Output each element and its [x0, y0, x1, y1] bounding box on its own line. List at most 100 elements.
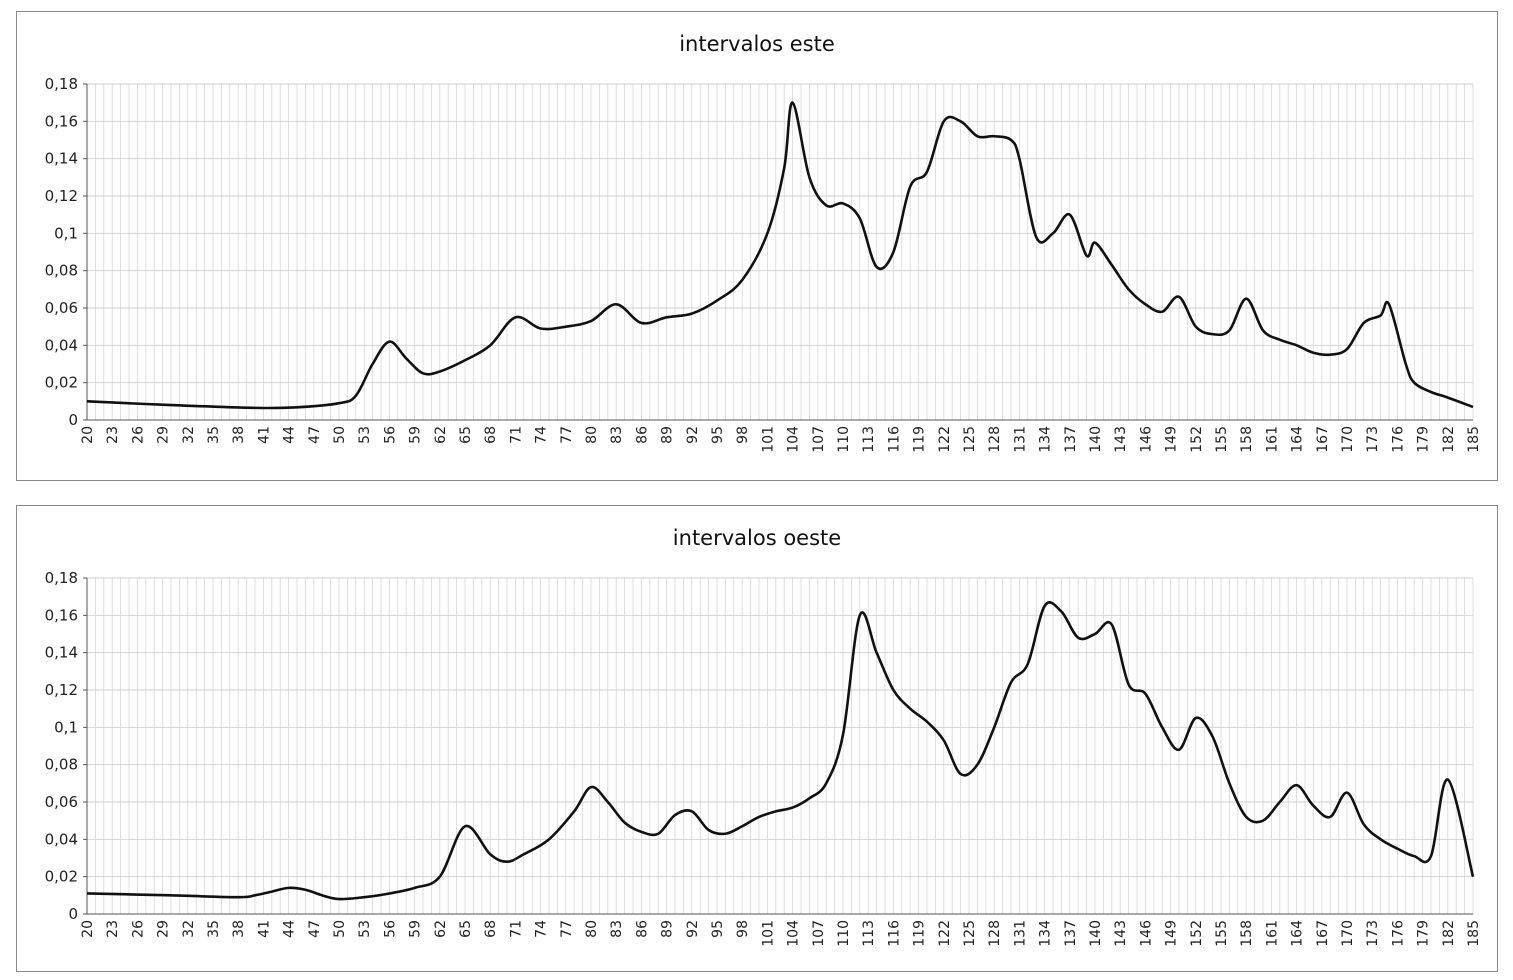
x-tick-label: 104 — [786, 426, 802, 453]
y-tick-labels: 0 0,02 0,04 0,06 0,08 0,1 0,12 0,14 0,16 0,18 — [45, 569, 87, 923]
x-tick-label: 98 — [735, 426, 751, 444]
x-tick-label: 146 — [1138, 426, 1154, 453]
x-tick-label: 128 — [987, 920, 1003, 947]
x-tick-label: 173 — [1365, 920, 1381, 947]
y-tick-label: 0,04 — [45, 830, 78, 848]
x-tick-label: 176 — [1390, 426, 1406, 453]
x-tick-label: 167 — [1315, 920, 1331, 947]
x-tick-label: 29 — [156, 426, 172, 444]
x-tick-label: 119 — [912, 426, 928, 453]
line-chart-este: 0 0,02 0,04 0,06 0,08 0,1 0,12 0,14 0,16 0,18 20 23… — [45, 75, 1482, 453]
x-tick-label: 38 — [231, 920, 247, 938]
series-line — [86, 601, 1475, 901]
x-tick-label: 68 — [483, 426, 499, 444]
x-tick-label: 77 — [559, 426, 575, 444]
x-tick-label: 65 — [458, 920, 474, 938]
x-tick-label: 152 — [1189, 426, 1205, 453]
x-tick-label: 62 — [433, 920, 449, 938]
x-tick-label: 77 — [559, 920, 575, 938]
x-tick-label: 56 — [382, 426, 398, 444]
chart-title: intervalos oeste — [672, 526, 842, 550]
x-tick-label: 149 — [1164, 426, 1180, 453]
x-tick-label: 173 — [1365, 426, 1381, 453]
x-tick-label: 80 — [584, 426, 600, 444]
y-tick-label: 0,16 — [45, 112, 78, 130]
x-tick-label: 182 — [1441, 426, 1457, 453]
y-tick-label: 0 — [68, 905, 78, 923]
x-tick-label: 110 — [836, 920, 852, 947]
x-tick-label: 83 — [609, 426, 625, 444]
y-tick-labels: 0 0,02 0,04 0,06 0,08 0,1 0,12 0,14 0,16 0,18 — [45, 75, 87, 429]
x-tick-label: 110 — [836, 426, 852, 453]
x-tick-label: 164 — [1290, 426, 1306, 453]
x-tick-label: 155 — [1214, 426, 1230, 453]
x-tick-label: 152 — [1189, 920, 1205, 947]
y-tick-label: 0,12 — [45, 681, 78, 699]
x-tick-label: 59 — [408, 920, 424, 938]
x-tick-label: 95 — [710, 920, 726, 938]
y-tick-label: 0,02 — [45, 868, 78, 886]
chart-title: intervalos este — [679, 32, 835, 56]
y-tick-label: 0,04 — [45, 336, 78, 354]
x-tick-label: 104 — [786, 920, 802, 947]
x-tick-label: 185 — [1466, 920, 1482, 947]
x-tick-label: 83 — [609, 920, 625, 938]
chart-panel-oeste: intervalos oeste 0 0,02 0,04 0,06 0,08 0,1 0,1… — [16, 505, 1498, 972]
x-tick-label: 107 — [811, 920, 827, 947]
x-tick-label: 26 — [130, 920, 146, 938]
x-tick-label: 122 — [937, 920, 953, 947]
y-tick-label: 0,06 — [45, 793, 78, 811]
x-tick-label: 140 — [1088, 920, 1104, 947]
x-tick-label: 59 — [408, 426, 424, 444]
x-tick-label: 95 — [710, 426, 726, 444]
x-tick-label: 119 — [912, 920, 928, 947]
x-tick-label: 23 — [105, 426, 121, 444]
x-tick-label: 167 — [1315, 426, 1331, 453]
x-tick-label: 35 — [206, 920, 222, 938]
x-tick-label: 71 — [508, 920, 524, 938]
x-tick-label: 125 — [962, 426, 978, 453]
x-tick-label: 98 — [735, 920, 751, 938]
x-tick-label: 92 — [685, 426, 701, 444]
x-tick-label: 47 — [307, 426, 323, 444]
x-tick-label: 101 — [760, 920, 776, 947]
line-chart-oeste: 0 0,02 0,04 0,06 0,08 0,1 0,12 0,14 0,16 0,18 20 23… — [45, 569, 1482, 947]
x-tick-label: 155 — [1214, 920, 1230, 947]
x-tick-label: 44 — [282, 920, 298, 938]
x-tick-label: 176 — [1390, 920, 1406, 947]
x-tick-label: 101 — [760, 426, 776, 453]
y-tick-label: 0,16 — [45, 606, 78, 624]
x-tick-label: 50 — [332, 426, 348, 444]
x-tick-label: 137 — [1063, 920, 1079, 947]
x-tick-label: 29 — [156, 920, 172, 938]
x-tick-label: 89 — [660, 426, 676, 444]
x-tick-label: 122 — [937, 426, 953, 453]
x-tick-label: 125 — [962, 920, 978, 947]
y-tick-label: 0,02 — [45, 374, 78, 392]
x-tick-label: 41 — [256, 426, 272, 444]
x-tick-label: 158 — [1239, 920, 1255, 947]
x-tick-label: 26 — [130, 426, 146, 444]
x-tick-label: 20 — [80, 426, 96, 444]
x-tick-label: 131 — [1012, 426, 1028, 453]
x-tick-label: 92 — [685, 920, 701, 938]
x-tick-label: 179 — [1416, 920, 1432, 947]
x-tick-label: 44 — [282, 426, 298, 444]
x-tick-label: 170 — [1340, 920, 1356, 947]
x-tick-label: 143 — [1113, 920, 1129, 947]
y-tick-label: 0,06 — [45, 299, 78, 317]
x-tick-label: 107 — [811, 426, 827, 453]
x-tick-label: 89 — [660, 920, 676, 938]
x-tick-label: 47 — [307, 920, 323, 938]
x-tick-label: 38 — [231, 426, 247, 444]
x-tick-label: 80 — [584, 920, 600, 938]
series-line — [86, 101, 1474, 410]
gridlines — [86, 83, 1474, 421]
x-tick-label: 161 — [1264, 426, 1280, 453]
x-tick-labels: 20 23 26 29 32 35 38 41 44 47 50 53 56 59 62 65 68 71 74 77… — [80, 920, 1482, 947]
x-tick-label: 143 — [1113, 426, 1129, 453]
x-tick-label: 41 — [256, 920, 272, 938]
x-tick-label: 65 — [458, 426, 474, 444]
x-tick-label: 185 — [1466, 426, 1482, 453]
y-tick-label: 0,1 — [54, 718, 78, 736]
